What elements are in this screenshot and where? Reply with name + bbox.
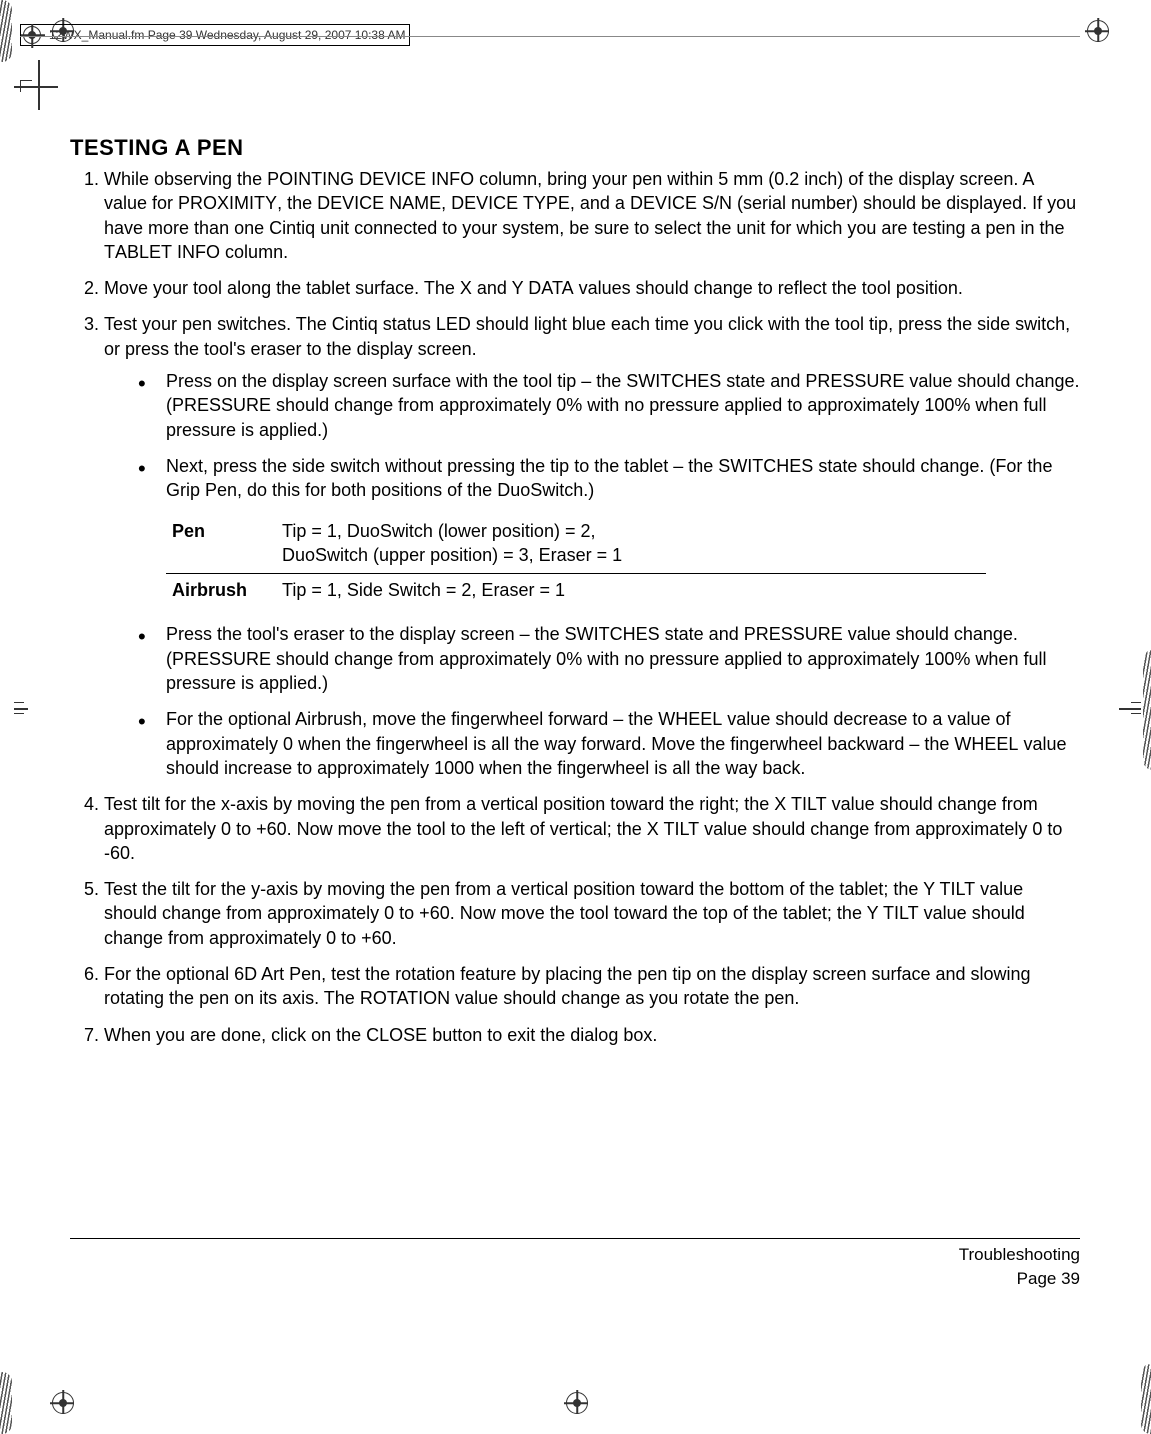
split-right-bracket	[1131, 702, 1141, 714]
bullet-3-4: For the optional Airbrush, move the fing…	[138, 707, 1080, 780]
step-1: While observing the POINTING DEVICE INFO…	[104, 167, 1080, 264]
bullet-3-1: Press on the display screen surface with…	[138, 369, 1080, 442]
section-title: TESTING A PEN	[70, 135, 1080, 161]
step-6: For the optional 6D Art Pen, test the ro…	[104, 962, 1080, 1011]
spine-stripes-top-left	[0, 0, 12, 62]
pen-table: Pen Tip = 1, DuoSwitch (lower position) …	[166, 515, 986, 609]
spine-stripes-bottom-left	[0, 1372, 12, 1434]
step-5: Test the tilt for the y-axis by moving t…	[104, 877, 1080, 950]
step-3-bullets-2: Press the tool's eraser to the display s…	[104, 622, 1080, 780]
step-2: Move your tool along the tablet surface.…	[104, 276, 1080, 300]
bullet-3-2: Next, press the side switch without pres…	[138, 454, 1080, 503]
spine-stripes-bottom-right	[1141, 1364, 1151, 1434]
registration-mark-bc	[560, 1386, 594, 1420]
split-left-bracket	[14, 702, 24, 714]
main-steps: While observing the POINTING DEVICE INFO…	[70, 167, 1080, 1047]
page-body: TESTING A PEN While observing the POINTI…	[70, 135, 1080, 1059]
step-7: When you are done, click on the CLOSE bu…	[104, 1023, 1080, 1047]
footer-section: Troubleshooting	[70, 1243, 1080, 1267]
step-3: Test your pen switches. The Cintiq statu…	[104, 312, 1080, 780]
header-rule	[20, 36, 1080, 37]
airbrush-label: Airbrush	[166, 574, 276, 609]
crop-vline-tl	[38, 60, 40, 110]
footer-page: Page 39	[70, 1267, 1080, 1291]
spine-stripes-mid-right	[1143, 650, 1151, 770]
step-4: Test tilt for the x-axis by moving the p…	[104, 792, 1080, 865]
header-text: 12WX_Manual.fm Page 39 Wednesday, August…	[49, 28, 405, 42]
registration-mark-bl	[46, 1386, 80, 1420]
footer-rule	[70, 1238, 1080, 1239]
crop-corner-tl	[20, 80, 32, 92]
pen-value: Tip = 1, DuoSwitch (lower position) = 2,…	[276, 515, 986, 574]
bullet-3-3: Press the tool's eraser to the display s…	[138, 622, 1080, 695]
pen-label: Pen	[166, 515, 276, 574]
step-3-bullets: Press on the display screen surface with…	[104, 369, 1080, 502]
registration-mark-tr	[1081, 14, 1115, 48]
airbrush-value: Tip = 1, Side Switch = 2, Eraser = 1	[276, 574, 986, 609]
page-header: 12WX_Manual.fm Page 39 Wednesday, August…	[20, 24, 410, 46]
page-footer: Troubleshooting Page 39	[70, 1238, 1080, 1291]
